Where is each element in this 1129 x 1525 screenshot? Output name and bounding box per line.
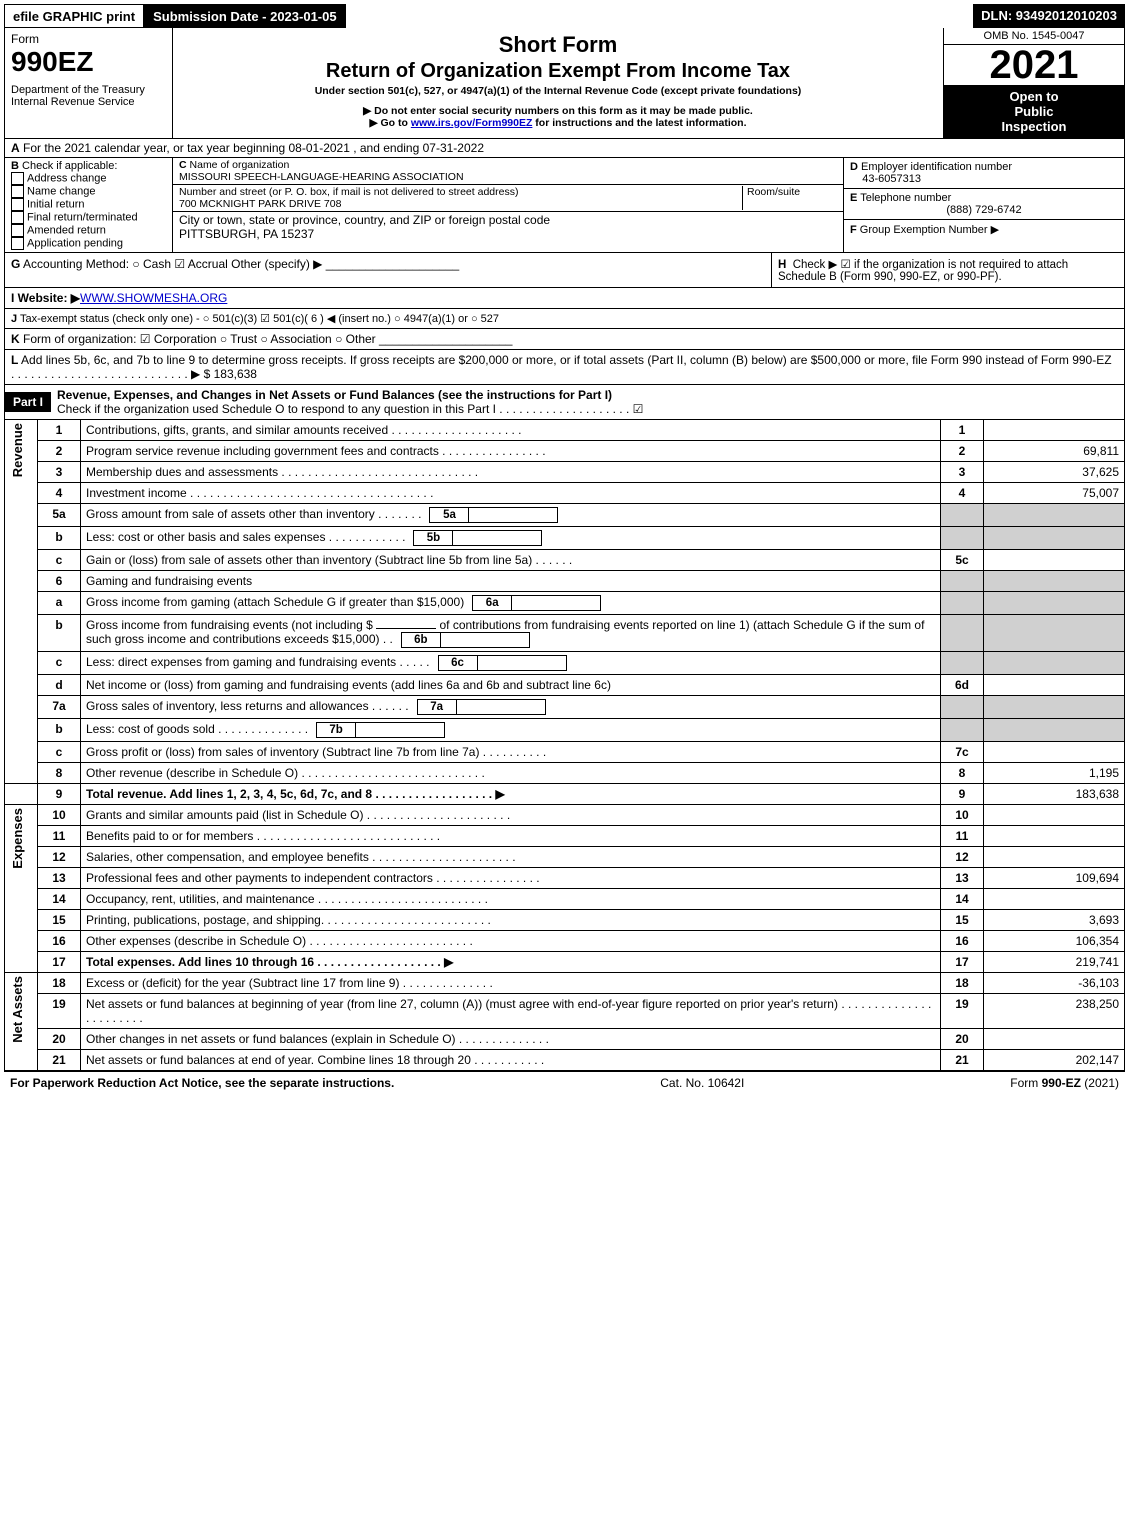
line-21-amount: 202,147 (984, 1050, 1125, 1071)
cb-name-change[interactable] (11, 185, 24, 198)
form-number: 990EZ (11, 46, 166, 78)
line-2-amount: 69,811 (984, 441, 1125, 462)
tax-year: 2021 (944, 45, 1124, 85)
line-18-amount: -36,103 (984, 973, 1125, 994)
part-i-label: Part I (5, 392, 51, 412)
line-3-amount: 37,625 (984, 462, 1125, 483)
goto-note: ▶ Go to www.irs.gov/Form990EZ for instru… (179, 117, 937, 129)
part-i-title: Revenue, Expenses, and Changes in Net As… (57, 388, 612, 402)
irs-link[interactable]: www.irs.gov/Form990EZ (411, 117, 533, 129)
line-4-amount: 75,007 (984, 483, 1125, 504)
section-i: I Website: ▶WWW.SHOWMESHA.ORG (4, 288, 1125, 309)
org-street: 700 MCKNIGHT PARK DRIVE 708 (179, 198, 341, 210)
website-link[interactable]: WWW.SHOWMESHA.ORG (80, 291, 227, 305)
section-gh: G Accounting Method: ○ Cash ☑ Accrual Ot… (4, 253, 1125, 288)
dept-label: Department of the Treasury (11, 84, 166, 96)
form-word: Form (11, 32, 166, 46)
top-bar: efile GRAPHIC print Submission Date - 20… (4, 4, 1125, 28)
open-inspection: Open to Public Inspection (944, 85, 1124, 138)
accounting-method: Accounting Method: ○ Cash ☑ Accrual Othe… (23, 257, 459, 271)
org-name: MISSOURI SPEECH-LANGUAGE-HEARING ASSOCIA… (179, 171, 464, 183)
footer: For Paperwork Reduction Act Notice, see … (4, 1071, 1125, 1094)
group-exemption: Group Exemption Number ▶ (860, 224, 999, 236)
line-17-amount: 219,741 (984, 952, 1125, 973)
room-suite: Room/suite (742, 186, 837, 210)
short-form-title: Short Form (179, 32, 937, 58)
expenses-label: Expenses (10, 808, 25, 869)
net-assets-label: Net Assets (10, 976, 25, 1043)
org-city: PITTSBURGH, PA 15237 (179, 227, 314, 241)
ein: 43-6057313 (862, 173, 921, 185)
cb-application-pending[interactable] (11, 237, 24, 250)
section-k: K Form of organization: ☑ Corporation ○ … (4, 329, 1125, 350)
catalog-number: Cat. No. 10642I (660, 1076, 744, 1090)
revenue-label: Revenue (10, 423, 25, 477)
phone: (888) 729-6742 (850, 204, 1118, 216)
section-bcdef: B Check if applicable: Address change Na… (4, 158, 1125, 253)
subtitle: Under section 501(c), 527, or 4947(a)(1)… (179, 85, 937, 97)
line-16-amount: 106,354 (984, 931, 1125, 952)
section-l: L Add lines 5b, 6c, and 7b to line 9 to … (4, 350, 1125, 385)
paperwork-notice: For Paperwork Reduction Act Notice, see … (10, 1076, 394, 1090)
efile-print-button[interactable]: efile GRAPHIC print (4, 4, 144, 28)
main-title: Return of Organization Exempt From Incom… (179, 60, 937, 83)
part-i-schedule-o: Check if the organization used Schedule … (57, 402, 643, 416)
line-9-amount: 183,638 (984, 784, 1125, 805)
cb-amended-return[interactable] (11, 224, 24, 237)
line-8-amount: 1,195 (984, 763, 1125, 784)
cb-address-change[interactable] (11, 172, 24, 185)
lines-table: Revenue 1Contributions, gifts, grants, a… (4, 420, 1125, 1071)
section-b: B Check if applicable: Address change Na… (5, 158, 173, 252)
schedule-b-check: Check ▶ ☑ if the organization is not req… (778, 259, 1068, 283)
section-j: J Tax-exempt status (check only one) - ○… (4, 309, 1125, 329)
line-15-amount: 3,693 (984, 910, 1125, 931)
part-i-header: Part I Revenue, Expenses, and Changes in… (4, 385, 1125, 420)
section-a: A For the 2021 calendar year, or tax yea… (4, 139, 1125, 158)
submission-date: Submission Date - 2023-01-05 (144, 4, 346, 28)
irs-label: Internal Revenue Service (11, 96, 166, 108)
dln-label: DLN: 93492012010203 (973, 4, 1125, 28)
cb-final-return[interactable] (11, 211, 24, 224)
cb-initial-return[interactable] (11, 198, 24, 211)
section-c: C Name of organizationMISSOURI SPEECH-LA… (173, 158, 843, 252)
form-ref: Form 990-EZ (2021) (1010, 1076, 1119, 1090)
form-header: Form 990EZ Department of the Treasury In… (4, 28, 1125, 139)
line-13-amount: 109,694 (984, 868, 1125, 889)
ssn-note: ▶ Do not enter social security numbers o… (179, 105, 937, 117)
line-19-amount: 238,250 (984, 994, 1125, 1029)
